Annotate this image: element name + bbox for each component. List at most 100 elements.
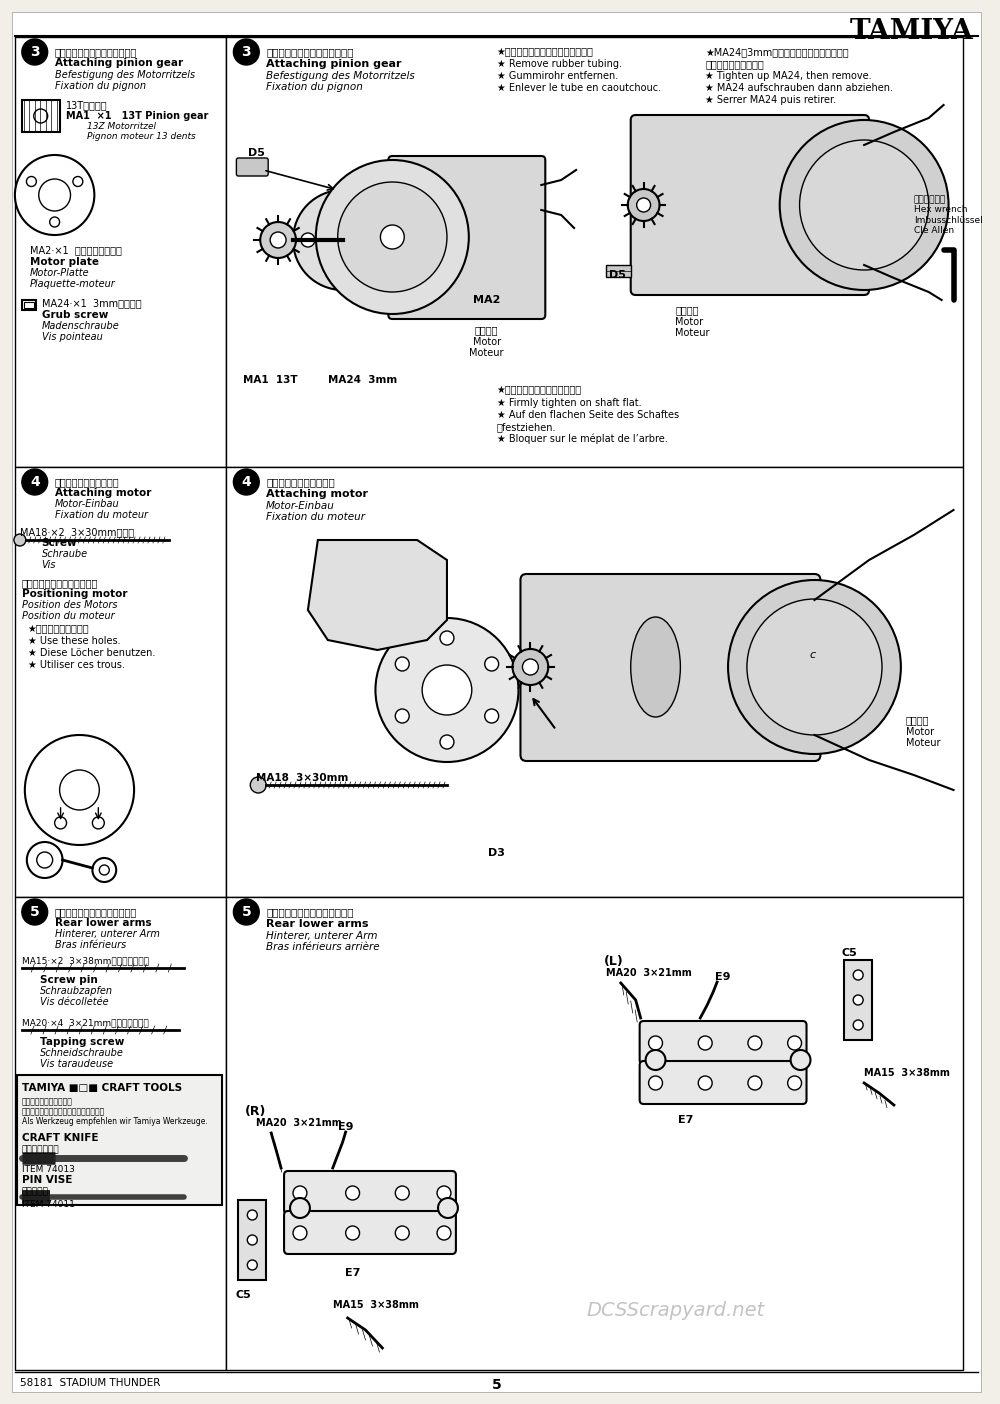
Text: 5: 5 (241, 906, 251, 920)
Text: ★ Auf den flachen Seite des Schaftes: ★ Auf den flachen Seite des Schaftes (497, 410, 679, 420)
Bar (22, 100, 60, 132)
Circle shape (422, 665, 472, 715)
Bar (15, 37, 226, 468)
Circle shape (800, 140, 929, 270)
Text: Rear lower arms: Rear lower arms (266, 920, 369, 929)
Text: MA2·×1  モータープレート: MA2·×1 モータープレート (30, 246, 122, 256)
Circle shape (22, 899, 48, 925)
Circle shape (437, 1226, 451, 1240)
Text: Befestigung des Motorritzels: Befestigung des Motorritzels (266, 72, 415, 81)
Text: MA1  ×1   13T Pinion gear: MA1 ×1 13T Pinion gear (66, 111, 208, 121)
Bar (15, 468, 226, 897)
Bar (226, 37, 963, 468)
Text: Fixation du moteur: Fixation du moteur (266, 512, 365, 522)
Text: MA20  3×21mm: MA20 3×21mm (606, 967, 692, 979)
Text: 13Tビニオン: 13Tビニオン (66, 100, 107, 110)
Text: (L): (L) (604, 955, 624, 967)
Circle shape (747, 600, 882, 736)
Bar (226, 897, 963, 1370)
Circle shape (27, 842, 63, 878)
Circle shape (247, 1210, 257, 1220)
Circle shape (233, 469, 259, 496)
Circle shape (649, 1036, 662, 1050)
Circle shape (92, 858, 116, 882)
Circle shape (346, 1226, 360, 1240)
Text: Position des Motors: Position des Motors (22, 600, 117, 609)
Text: ★ Gummirohr entfernen.: ★ Gummirohr entfernen. (497, 72, 618, 81)
Bar (17, 1075, 222, 1205)
Text: E9: E9 (338, 1122, 353, 1132)
Circle shape (233, 899, 259, 925)
Text: Pignon moteur 13 dents: Pignon moteur 13 dents (87, 132, 196, 140)
Text: PIN VISE: PIN VISE (22, 1175, 72, 1185)
Circle shape (39, 178, 71, 211)
Text: Bras inférieurs: Bras inférieurs (55, 941, 126, 951)
Text: ★平らな部分にしめこめます。: ★平らな部分にしめこめます。 (497, 385, 582, 395)
Circle shape (853, 995, 863, 1005)
Circle shape (346, 1186, 360, 1200)
Text: Screw pin: Screw pin (40, 974, 97, 986)
Text: Attaching pinion gear: Attaching pinion gear (55, 58, 183, 67)
Text: Hinterer, unterer Arm: Hinterer, unterer Arm (266, 931, 378, 941)
Circle shape (247, 1236, 257, 1245)
Circle shape (293, 1226, 307, 1240)
Circle shape (485, 709, 499, 723)
Text: Bras inférieurs arrière: Bras inférieurs arrière (266, 942, 380, 952)
Text: Schneidschraube: Schneidschraube (40, 1047, 124, 1059)
Text: Attaching motor: Attaching motor (55, 489, 151, 498)
Circle shape (440, 630, 454, 644)
Text: 使いやすい位置に入れておきましょう。: 使いやすい位置に入れておきましょう。 (22, 1106, 105, 1116)
Text: Screw: Screw (42, 538, 77, 548)
Circle shape (649, 1075, 662, 1090)
Circle shape (55, 817, 67, 828)
Text: E7: E7 (678, 1115, 693, 1125)
FancyBboxPatch shape (284, 1212, 456, 1254)
Circle shape (250, 776, 266, 793)
Text: MA2: MA2 (473, 295, 500, 305)
Text: C5: C5 (841, 948, 857, 958)
Text: （モーターのとりつけ位置）: （モーターのとりつけ位置） (22, 578, 98, 588)
Text: ★ Tighten up MA24, then remove.: ★ Tighten up MA24, then remove. (705, 72, 872, 81)
Text: ★ Diese Löcher benutzen.: ★ Diese Löcher benutzen. (28, 649, 155, 658)
FancyBboxPatch shape (520, 574, 820, 761)
Circle shape (637, 198, 651, 212)
Text: Fixation du moteur: Fixation du moteur (55, 510, 148, 519)
Text: クラフトナイフ: クラフトナイフ (22, 1146, 59, 1154)
Circle shape (628, 190, 660, 220)
Text: （ビニオンギヤーのとりつけ）: （ビニオンギヤーのとりつけ） (266, 46, 354, 58)
Circle shape (395, 1226, 409, 1240)
Circle shape (14, 534, 26, 546)
Text: モーター
Motor
Moteur: モーター Motor Moteur (469, 324, 504, 358)
Text: MA1  13T: MA1 13T (243, 375, 298, 385)
Text: DCSScrapyard.net: DCSScrapyard.net (586, 1300, 765, 1320)
Text: ★ Use these holes.: ★ Use these holes. (28, 636, 120, 646)
Text: MA18  3×30mm: MA18 3×30mm (256, 774, 349, 783)
FancyBboxPatch shape (640, 1021, 807, 1064)
Text: ITEM 74011: ITEM 74011 (22, 1200, 75, 1209)
Text: 六角棒レンチ
Hex wrench
Imbusschlüssel
Cle Allen: 六角棒レンチ Hex wrench Imbusschlüssel Cle All… (914, 195, 983, 236)
Circle shape (323, 220, 363, 260)
Circle shape (22, 469, 48, 496)
Text: Motor-Platte: Motor-Platte (30, 268, 89, 278)
Bar (238, 1200, 266, 1280)
Text: MA15  3×38mm: MA15 3×38mm (864, 1068, 950, 1078)
Text: Attaching pinion gear: Attaching pinion gear (266, 59, 402, 69)
Circle shape (853, 1019, 863, 1031)
Circle shape (247, 1259, 257, 1271)
Circle shape (270, 232, 286, 249)
Text: ★MA24（3mmイモネジ）をとりつけたあと: ★MA24（3mmイモネジ）をとりつけたあと (705, 46, 849, 58)
Text: ITEM 74013: ITEM 74013 (22, 1165, 75, 1174)
Text: Hinterer, unterer Arm: Hinterer, unterer Arm (55, 929, 160, 939)
Text: Rear lower arms: Rear lower arms (55, 918, 151, 928)
Circle shape (380, 225, 404, 249)
Text: ★ゴムチューブをとりはずします。: ★ゴムチューブをとりはずします。 (497, 46, 594, 58)
Ellipse shape (631, 616, 680, 717)
FancyBboxPatch shape (236, 159, 268, 176)
Circle shape (73, 177, 83, 187)
Circle shape (290, 1198, 310, 1219)
Text: ピンバイス: ピンバイス (22, 1186, 49, 1196)
Text: ★ MA24 aufschrauben dann abziehen.: ★ MA24 aufschrauben dann abziehen. (705, 83, 893, 93)
Text: （リヤサスアームのくみたて）: （リヤサスアームのくみたて） (266, 907, 354, 917)
Text: Fixation du pignon: Fixation du pignon (55, 81, 146, 91)
Circle shape (92, 817, 104, 828)
